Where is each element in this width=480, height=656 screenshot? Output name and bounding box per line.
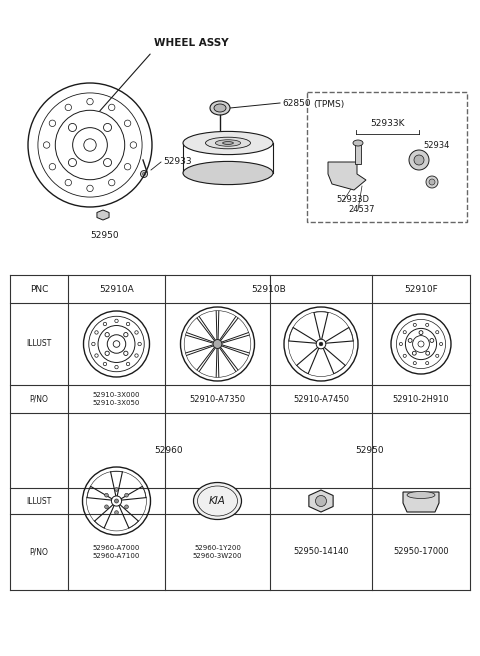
Circle shape	[105, 493, 108, 497]
Text: PNC: PNC	[30, 285, 48, 293]
Text: 52910-A7350: 52910-A7350	[190, 394, 246, 403]
Text: (TPMS): (TPMS)	[313, 100, 344, 108]
Circle shape	[143, 173, 145, 176]
Ellipse shape	[205, 137, 251, 149]
Ellipse shape	[193, 483, 241, 520]
Ellipse shape	[209, 138, 247, 148]
Text: 52950-17000: 52950-17000	[393, 548, 449, 556]
Circle shape	[319, 342, 323, 346]
Polygon shape	[97, 210, 109, 220]
Ellipse shape	[223, 142, 233, 144]
Text: 52910A: 52910A	[99, 285, 134, 293]
Text: 52950: 52950	[91, 231, 120, 240]
Text: 52950-14140: 52950-14140	[293, 548, 349, 556]
Polygon shape	[309, 490, 333, 512]
Ellipse shape	[183, 131, 273, 155]
Text: ILLUST: ILLUST	[26, 340, 52, 348]
Circle shape	[141, 171, 147, 178]
Circle shape	[115, 487, 119, 491]
Bar	[355, 144, 361, 164]
Circle shape	[125, 505, 128, 508]
Text: 52910-A7450: 52910-A7450	[293, 394, 349, 403]
Text: 52933D: 52933D	[336, 195, 369, 205]
Circle shape	[315, 495, 326, 506]
Circle shape	[213, 340, 222, 348]
Text: 52910-2H910: 52910-2H910	[393, 394, 449, 403]
Text: 52960-1Y200
52960-3W200: 52960-1Y200 52960-3W200	[193, 544, 242, 560]
Circle shape	[115, 510, 119, 514]
Text: 52910-3X000
52910-3X050: 52910-3X000 52910-3X050	[93, 392, 140, 406]
Text: P/NO: P/NO	[30, 548, 48, 556]
Text: 52934: 52934	[423, 140, 449, 150]
Text: 62850: 62850	[282, 98, 311, 108]
Circle shape	[125, 493, 128, 497]
Ellipse shape	[214, 104, 226, 112]
Text: ILLUST: ILLUST	[26, 497, 52, 506]
Ellipse shape	[183, 161, 273, 184]
Polygon shape	[328, 162, 366, 190]
Text: 52960-A7000
52960-A7100: 52960-A7000 52960-A7100	[93, 544, 140, 560]
Text: P/NO: P/NO	[30, 394, 48, 403]
Ellipse shape	[216, 140, 240, 146]
Text: 52933K: 52933K	[370, 119, 405, 129]
Circle shape	[409, 150, 429, 170]
Polygon shape	[403, 492, 439, 512]
Ellipse shape	[210, 101, 230, 115]
Circle shape	[426, 176, 438, 188]
Text: WHEEL ASSY: WHEEL ASSY	[154, 38, 228, 48]
Text: 52933: 52933	[163, 157, 192, 167]
Text: KIA: KIA	[209, 496, 226, 506]
Ellipse shape	[407, 491, 435, 499]
Circle shape	[105, 505, 108, 508]
Text: 24537: 24537	[348, 205, 374, 215]
Text: 52910B: 52910B	[251, 285, 286, 293]
Text: 52960: 52960	[155, 446, 183, 455]
Circle shape	[429, 179, 435, 185]
Circle shape	[114, 499, 119, 503]
Text: 52950: 52950	[356, 446, 384, 455]
Circle shape	[414, 155, 424, 165]
Text: 52910F: 52910F	[404, 285, 438, 293]
Ellipse shape	[353, 140, 363, 146]
